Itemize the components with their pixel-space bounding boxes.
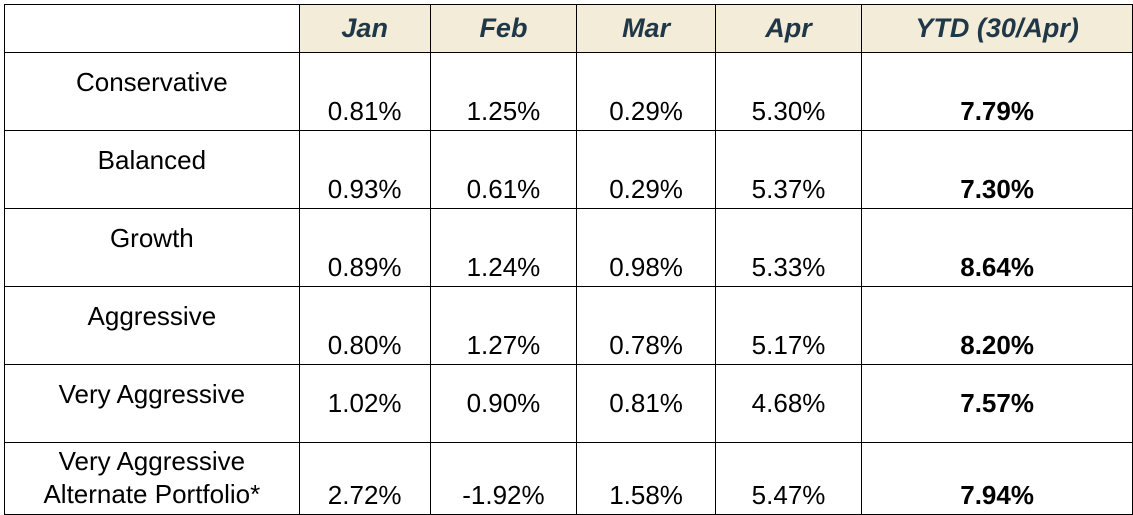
row-label: Very Aggressive Alternate Portfolio* [4,442,300,515]
table-cell: 5.17% [714,286,863,365]
row-label: Very Aggressive [4,364,300,443]
table-cell: 1.02% [298,364,431,443]
ytd-cell: 7.79% [861,52,1133,131]
ytd-cell: 8.64% [861,208,1133,287]
table-cell: 0.29% [576,52,716,131]
table-cell: 5.47% [714,442,863,515]
table-row: Aggressive 0.80% 1.27% 0.78% 5.17% 8.20% [4,286,1133,365]
column-header-apr: Apr [714,4,863,53]
table-cell: 1.25% [429,52,578,131]
table-cell: 0.80% [298,286,431,365]
table-cell: 0.98% [576,208,716,287]
ytd-cell: 8.20% [861,286,1133,365]
table-row: Very Aggressive Alternate Portfolio* 2.7… [4,442,1133,515]
table-cell: 5.33% [714,208,863,287]
table-row: Balanced 0.93% 0.61% 0.29% 5.37% 7.30% [4,130,1133,209]
table-cell: 2.72% [298,442,431,515]
ytd-cell: 7.94% [861,442,1133,515]
column-header-ytd: YTD (30/Apr) [861,4,1133,53]
table-cell: 1.27% [429,286,578,365]
table-cell: 0.90% [429,364,578,443]
column-header-jan: Jan [298,4,431,53]
row-label: Growth [4,208,300,287]
column-header-feb: Feb [429,4,578,53]
table-row: Very Aggressive 1.02% 0.90% 0.81% 4.68% … [4,364,1133,443]
table-cell: 0.29% [576,130,716,209]
table-cell: 0.78% [576,286,716,365]
table-cell: 0.81% [576,364,716,443]
ytd-cell: 7.30% [861,130,1133,209]
row-label: Conservative [4,52,300,131]
table-cell: 0.81% [298,52,431,131]
row-label: Aggressive [4,286,300,365]
returns-table: Jan Feb Mar Apr YTD (30/Apr) Conservativ… [4,4,1133,515]
table-row: Conservative 0.81% 1.25% 0.29% 5.30% 7.7… [4,52,1133,131]
table-cell: 0.61% [429,130,578,209]
table-cell: 4.68% [714,364,863,443]
table-cell: 5.37% [714,130,863,209]
header-row: Jan Feb Mar Apr YTD (30/Apr) [4,4,1133,53]
table-cell: 1.58% [576,442,716,515]
table-cell: 1.24% [429,208,578,287]
ytd-cell: 7.57% [861,364,1133,443]
table-cell: -1.92% [429,442,578,515]
table-cell: 0.93% [298,130,431,209]
column-header-mar: Mar [576,4,716,53]
table-row: Growth 0.89% 1.24% 0.98% 5.33% 8.64% [4,208,1133,287]
row-label: Balanced [4,130,300,209]
corner-cell [4,4,300,53]
table-cell: 0.89% [298,208,431,287]
table-cell: 5.30% [714,52,863,131]
